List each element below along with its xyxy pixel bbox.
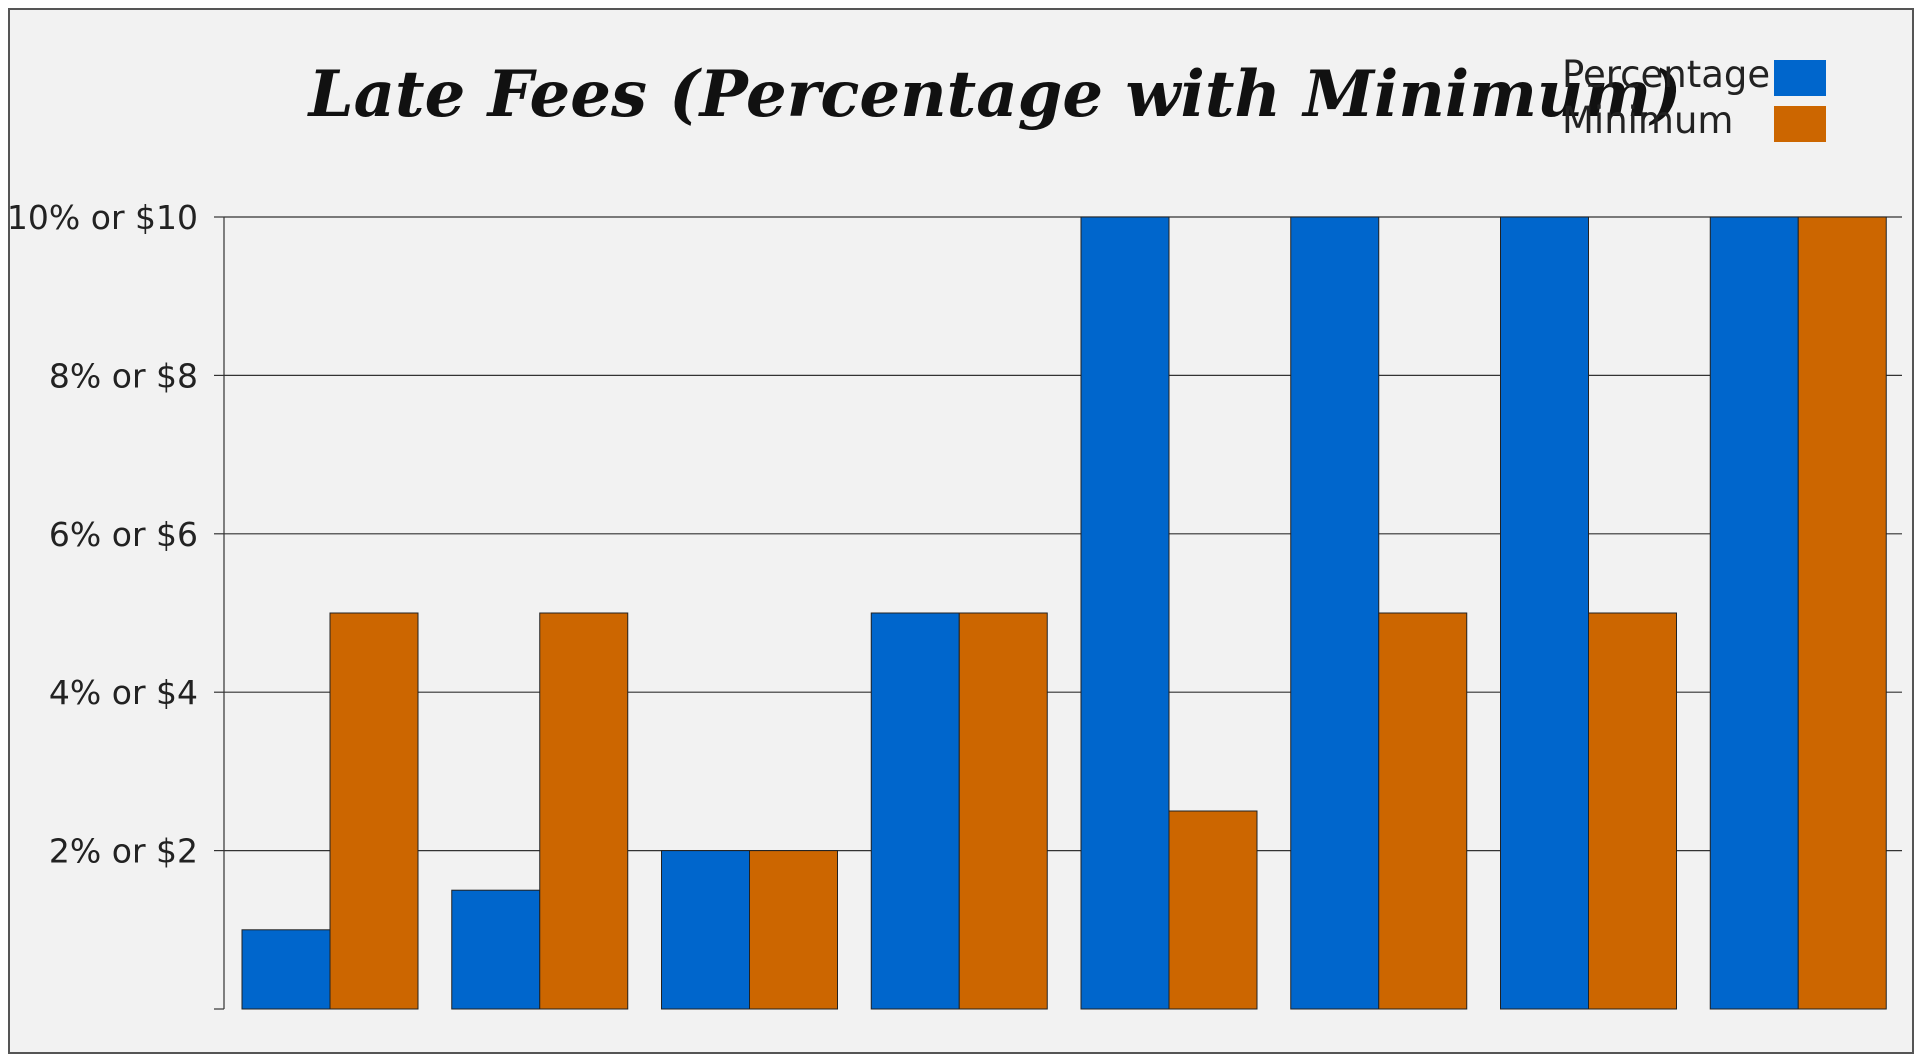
y-tick-label-6: 6% or $6 bbox=[49, 515, 198, 554]
bars bbox=[241, 216, 1887, 1010]
bar-minimum-1 bbox=[329, 612, 419, 1010]
bar-percentage-2 bbox=[451, 889, 541, 1010]
bar-percentage-7 bbox=[1500, 216, 1589, 1010]
bar-percentage-6 bbox=[1290, 216, 1380, 1010]
bar-minimum-8 bbox=[1797, 216, 1887, 1010]
legend-swatch-minimum bbox=[1774, 106, 1826, 142]
bar-percentage-5 bbox=[1080, 216, 1170, 1010]
y-tick-label-10: 10% or $10 bbox=[7, 198, 198, 237]
bar-percentage-4 bbox=[870, 612, 960, 1010]
y-tick-label-4: 4% or $4 bbox=[49, 673, 198, 712]
bar-minimum-7 bbox=[1588, 612, 1677, 1010]
bar-minimum-5 bbox=[1168, 810, 1258, 1010]
bar-percentage-1 bbox=[241, 929, 331, 1010]
bar-percentage-3 bbox=[661, 850, 750, 1010]
bar-minimum-6 bbox=[1378, 612, 1468, 1010]
bar-minimum-3 bbox=[749, 850, 838, 1010]
legend: Percentage Minimum bbox=[1562, 53, 1826, 142]
chart-title: Late Fees (Percentage with Minimum) bbox=[307, 57, 1682, 132]
bar-minimum-2 bbox=[539, 612, 629, 1010]
legend-swatch-percentage bbox=[1774, 60, 1826, 96]
y-tick-label-2: 2% or $2 bbox=[49, 832, 198, 871]
bar-minimum-4 bbox=[958, 612, 1048, 1010]
bar-percentage-8 bbox=[1709, 216, 1799, 1010]
legend-label-percentage: Percentage bbox=[1562, 53, 1770, 96]
y-tick-label-8: 8% or $8 bbox=[49, 356, 198, 395]
legend-label-minimum: Minimum bbox=[1562, 99, 1733, 142]
y-axis: 2% or $2 4% or $4 6% or $6 8% or $8 10% or $… bbox=[7, 198, 225, 1010]
